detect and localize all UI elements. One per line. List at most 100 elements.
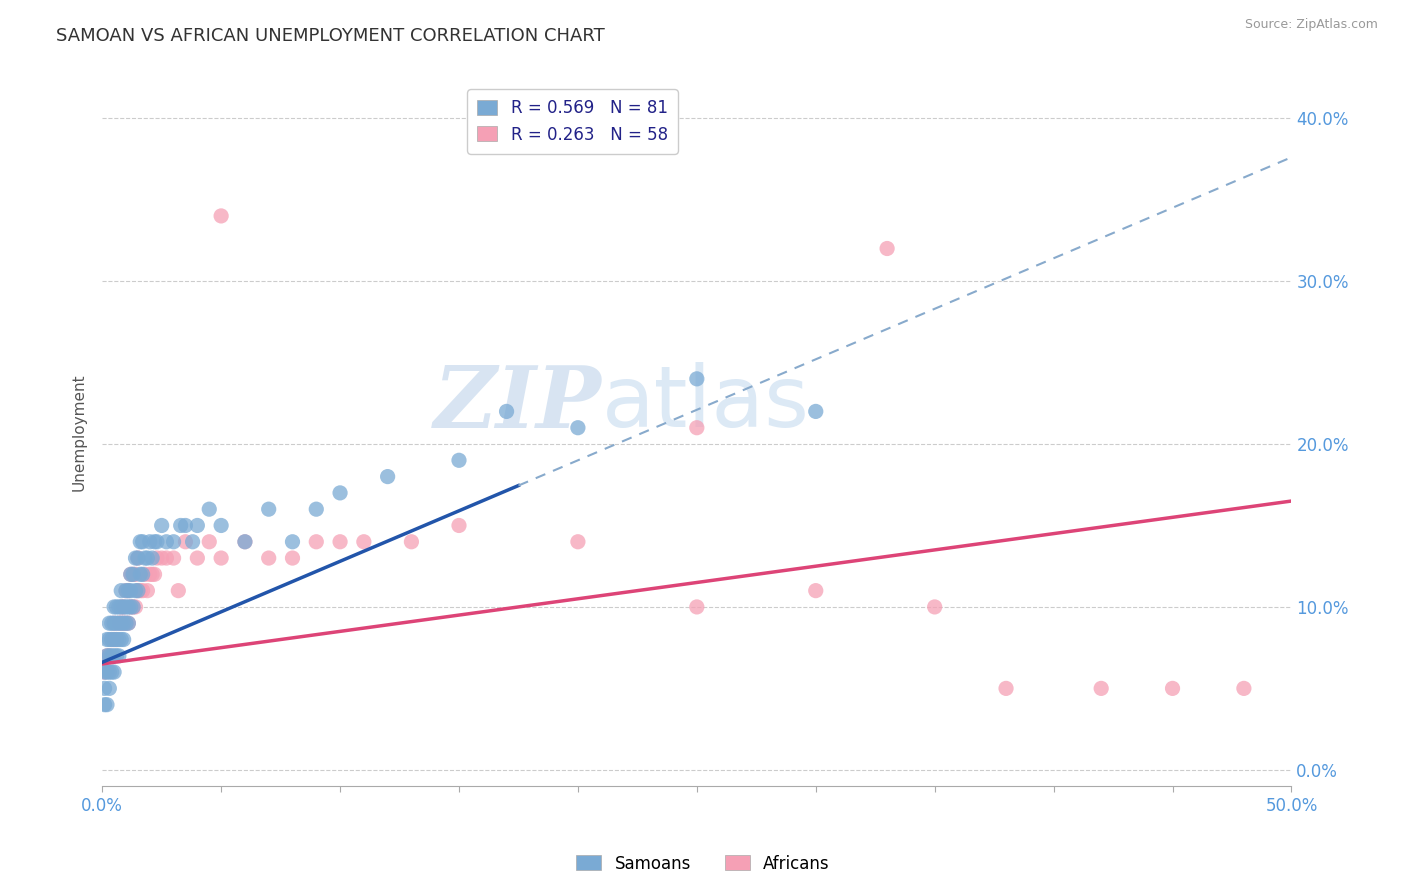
Point — [181, 534, 204, 549]
Point — [105, 632, 128, 647]
Point — [686, 372, 709, 386]
Point — [122, 599, 145, 614]
Point — [136, 551, 159, 566]
Point — [110, 583, 132, 598]
Y-axis label: Unemployment: Unemployment — [72, 373, 86, 491]
Point — [115, 583, 138, 598]
Point — [447, 518, 470, 533]
Point — [96, 698, 118, 712]
Point — [401, 534, 423, 549]
Point — [96, 648, 118, 663]
Point — [108, 632, 131, 647]
Point — [131, 583, 153, 598]
Point — [143, 534, 166, 549]
Point — [1090, 681, 1112, 696]
Point — [105, 599, 128, 614]
Point — [131, 534, 153, 549]
Point — [117, 616, 139, 631]
Point — [110, 616, 132, 631]
Point — [103, 632, 125, 647]
Point — [120, 567, 142, 582]
Point — [96, 648, 118, 663]
Point — [129, 583, 152, 598]
Point — [100, 616, 122, 631]
Point — [98, 648, 121, 663]
Point — [120, 583, 142, 598]
Text: Source: ZipAtlas.com: Source: ZipAtlas.com — [1244, 18, 1378, 31]
Point — [127, 583, 149, 598]
Point — [93, 665, 115, 679]
Legend: R = 0.569   N = 81, R = 0.263   N = 58: R = 0.569 N = 81, R = 0.263 N = 58 — [467, 89, 678, 153]
Point — [122, 567, 145, 582]
Point — [281, 551, 304, 566]
Point — [134, 551, 156, 566]
Point — [120, 567, 142, 582]
Point — [105, 616, 128, 631]
Point — [108, 648, 131, 663]
Point — [105, 648, 128, 663]
Text: atlas: atlas — [602, 362, 810, 445]
Point — [146, 534, 169, 549]
Point — [257, 502, 280, 516]
Point — [377, 469, 399, 483]
Point — [98, 616, 121, 631]
Point — [134, 567, 156, 582]
Point — [108, 616, 131, 631]
Point — [110, 599, 132, 614]
Point — [281, 534, 304, 549]
Point — [209, 551, 232, 566]
Point — [108, 599, 131, 614]
Point — [174, 518, 197, 533]
Point — [139, 567, 162, 582]
Point — [804, 583, 827, 598]
Point — [112, 616, 135, 631]
Point — [98, 665, 121, 679]
Point — [112, 599, 135, 614]
Point — [98, 648, 121, 663]
Point — [112, 616, 135, 631]
Point — [100, 648, 122, 663]
Point — [567, 421, 589, 435]
Point — [120, 599, 142, 614]
Point — [103, 599, 125, 614]
Point — [209, 209, 232, 223]
Point — [127, 583, 149, 598]
Point — [100, 665, 122, 679]
Point — [110, 599, 132, 614]
Point — [112, 632, 135, 647]
Point — [103, 632, 125, 647]
Point — [198, 502, 221, 516]
Point — [686, 599, 709, 614]
Point — [124, 567, 146, 582]
Point — [155, 534, 177, 549]
Point — [124, 583, 146, 598]
Point — [103, 616, 125, 631]
Point — [141, 567, 163, 582]
Point — [924, 599, 946, 614]
Point — [115, 583, 138, 598]
Point — [117, 583, 139, 598]
Point — [198, 534, 221, 549]
Point — [129, 534, 152, 549]
Point — [124, 551, 146, 566]
Point — [93, 698, 115, 712]
Point — [100, 632, 122, 647]
Point — [110, 632, 132, 647]
Point — [353, 534, 375, 549]
Point — [108, 616, 131, 631]
Point — [146, 551, 169, 566]
Point — [150, 518, 173, 533]
Point — [209, 518, 232, 533]
Point — [112, 599, 135, 614]
Point — [122, 567, 145, 582]
Point — [155, 551, 177, 566]
Point — [150, 551, 173, 566]
Point — [876, 242, 898, 256]
Point — [567, 534, 589, 549]
Point — [98, 632, 121, 647]
Point — [115, 616, 138, 631]
Point — [174, 534, 197, 549]
Point — [120, 599, 142, 614]
Point — [804, 404, 827, 418]
Point — [129, 567, 152, 582]
